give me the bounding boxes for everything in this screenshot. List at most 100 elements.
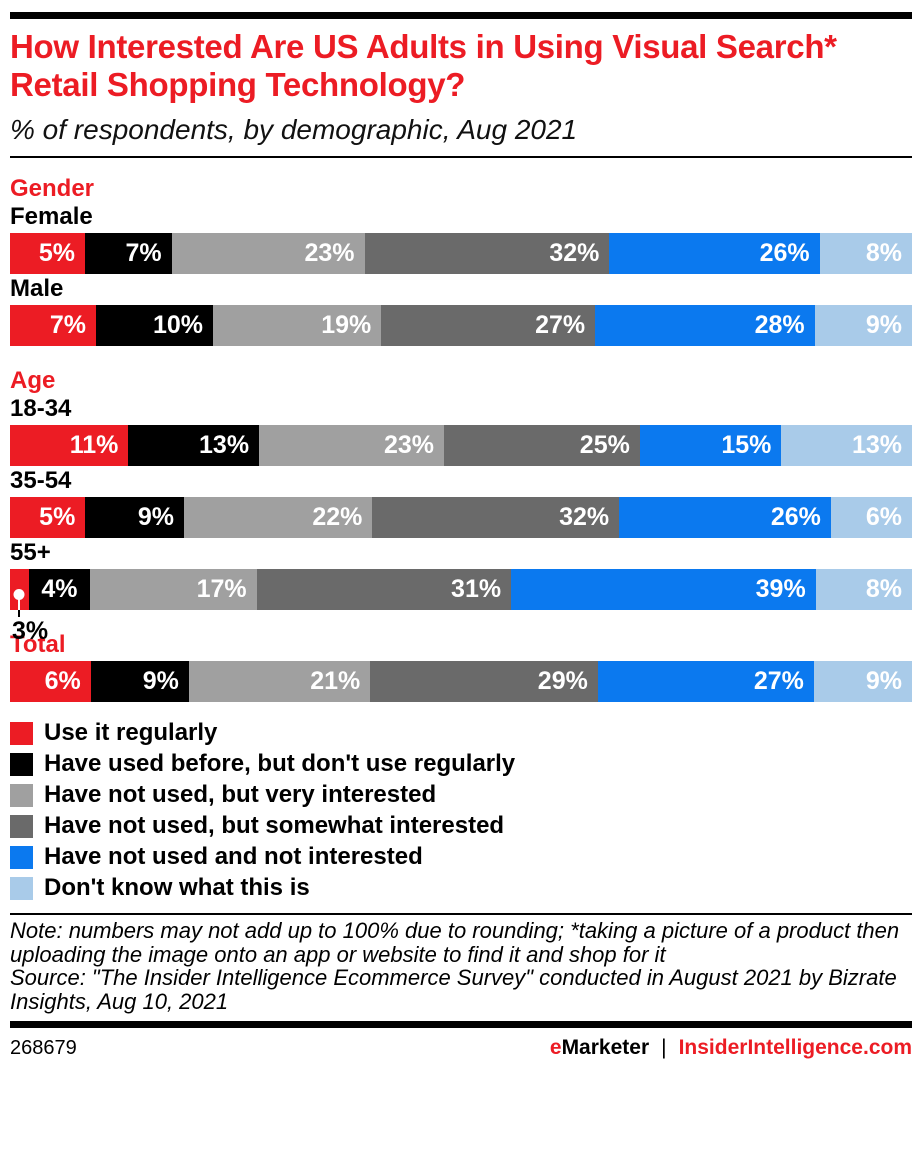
stacked-bar-55: 3% 4% 17% 31% 39% 8% [10, 569, 912, 645]
segment-value: 25% [579, 431, 630, 459]
footer-separator: | [661, 1036, 667, 1059]
segment-don-t-know-what-this-is: 9% [813, 661, 912, 702]
segment-have-not-used-but-very-interested: 17% [90, 569, 257, 610]
segment-value: 32% [549, 239, 600, 267]
row-label-55: 55+ [10, 539, 51, 566]
segment-have-not-used-and-not-interested: 27% [597, 661, 814, 702]
segment-don-t-know-what-this-is: 8% [815, 569, 912, 610]
segment-have-not-used-but-somewhat-interested: 25% [444, 425, 640, 466]
segment-have-not-used-but-very-interested: 19% [213, 305, 382, 346]
stacked-bar-18-34: 11% 13% 23% 25% 15% 13% [10, 425, 913, 466]
segment-have-used-before-but-don-t-use-regularly: 13% [128, 425, 260, 466]
segment-value: 28% [754, 311, 805, 339]
infographic-page: How Interested Are US Adults in Using Vi… [0, 12, 922, 1159]
legend-item-have-not-used-and-not-interested: Have not used and not interested [10, 844, 912, 870]
segment-value: 22% [312, 503, 363, 531]
segment-value: 23% [304, 239, 355, 267]
segment-value: 6% [865, 503, 902, 531]
section-header-age: Age [10, 367, 56, 394]
segment-value: 21% [310, 667, 361, 695]
header-rule [10, 156, 912, 158]
segment-value: 10% [152, 311, 204, 339]
legend-swatch [10, 721, 33, 745]
segment-don-t-know-what-this-is: 6% [830, 497, 912, 538]
emarketer-logo-rest: Marketer [561, 1036, 650, 1059]
callout-stem [18, 594, 21, 610]
segment-have-not-used-and-not-interested: 39% [511, 569, 816, 610]
segment-don-t-know-what-this-is: 9% [814, 305, 913, 346]
segment-value: 9% [142, 667, 179, 695]
segment-value: 32% [559, 503, 610, 531]
segment-value: 11% [69, 431, 119, 459]
stacked-bar-total: 6% 9% 21% 29% 27% 9% [10, 661, 912, 702]
emarketer-logo: eMarketer [550, 1036, 649, 1060]
segment-value: 9% [865, 311, 903, 339]
legend-item-have-not-used-but-very-interested: Have not used, but very interested [10, 782, 912, 808]
callout-value: 3% [12, 617, 49, 645]
row-label-male: Male [10, 275, 64, 302]
stacked-bar-35-54: 5% 9% 22% 32% 26% 6% [10, 497, 912, 538]
segment-use-it-regularly: 6% [10, 661, 91, 702]
segment-value: 7% [125, 239, 162, 267]
segment-value: 27% [753, 667, 804, 695]
bottom-divider-bar [10, 1021, 912, 1028]
segment-don-t-know-what-this-is: 8% [819, 233, 912, 274]
segment-have-not-used-but-very-interested: 23% [259, 425, 445, 466]
segment-have-used-before-but-don-t-use-regularly: 4% [28, 569, 91, 610]
segment-have-not-used-and-not-interested: 26% [609, 233, 820, 274]
legend-label: Have used before, but don't use regularl… [44, 750, 516, 777]
segment-use-it-regularly: 7% [10, 305, 97, 346]
legend-item-have-used-before-but-don-t-use-regularly: Have used before, but don't use regularl… [10, 751, 912, 777]
segment-have-used-before-but-don-t-use-regularly: 9% [85, 497, 184, 538]
legend-label: Use it regularly [44, 719, 218, 746]
legend-item-have-not-used-but-somewhat-interested: Have not used, but somewhat interested [10, 813, 912, 839]
section-header-gender: Gender [10, 175, 95, 202]
row-label-18-34: 18-34 [10, 395, 72, 422]
legend-label: Have not used and not interested [44, 843, 423, 870]
segment-have-not-used-but-somewhat-interested: 27% [381, 305, 596, 346]
segment-don-t-know-what-this-is: 13% [781, 425, 913, 466]
segment-value: 8% [865, 239, 902, 267]
segment-have-not-used-but-somewhat-interested: 29% [370, 661, 598, 702]
stacked-bar-male: 7% 10% 19% 27% 28% 9% [10, 305, 913, 346]
footer-brands: eMarketer | InsiderIntelligence.com [550, 1036, 912, 1060]
segment-value: 4% [41, 575, 78, 603]
legend-label: Have not used, but very interested [44, 781, 437, 808]
segment-use-it-regularly: 11% [10, 425, 129, 466]
segment-have-not-used-but-very-interested: 21% [188, 661, 371, 702]
segment-value: 19% [321, 311, 372, 339]
footer: 268679 eMarketer | InsiderIntelligence.c… [10, 1036, 912, 1060]
row-label-female: Female [10, 203, 93, 230]
segment-value: 5% [38, 239, 76, 267]
legend-item-use-it-regularly: Use it regularly [10, 720, 912, 746]
segment-have-not-used-but-somewhat-interested: 32% [372, 497, 620, 538]
segment-have-not-used-and-not-interested: 15% [639, 425, 782, 466]
segment-have-not-used-and-not-interested: 26% [619, 497, 831, 538]
segment-value: 9% [137, 503, 174, 531]
segment-use-it-regularly: 5% [10, 233, 86, 274]
segment-value: 27% [535, 311, 586, 339]
segment-have-not-used-but-very-interested: 23% [171, 233, 365, 274]
segment-value: 6% [44, 667, 81, 695]
segment-have-not-used-but-very-interested: 22% [183, 497, 373, 538]
segment-value: 29% [537, 667, 588, 695]
insider-intelligence-link[interactable]: InsiderIntelligence.com [678, 1036, 912, 1059]
segment-value: 13% [199, 431, 250, 459]
callout-stem [18, 610, 21, 617]
segment-have-not-used-but-somewhat-interested: 31% [256, 569, 512, 610]
segment-value: 9% [865, 667, 902, 695]
legend-swatch [10, 783, 33, 807]
segment-have-used-before-but-don-t-use-regularly: 7% [85, 233, 172, 274]
segment-value: 31% [451, 575, 502, 603]
chart-title: How Interested Are US Adults in Using Vi… [10, 28, 837, 103]
legend-swatch [10, 876, 33, 900]
legend-swatch [10, 814, 33, 838]
legend-swatch [10, 752, 33, 776]
segment-use-it-regularly: 5% [10, 497, 86, 538]
chart-subtitle: % of respondents, by demographic, Aug 20… [10, 114, 578, 145]
chart-note: Note: numbers may not add up to 100% due… [10, 918, 900, 967]
segment-have-used-before-but-don-t-use-regularly: 9% [90, 661, 189, 702]
segment-value: 8% [865, 575, 902, 603]
segment-value: 17% [196, 575, 247, 603]
legend-item-don-t-know-what-this-is: Don't know what this is [10, 875, 912, 901]
